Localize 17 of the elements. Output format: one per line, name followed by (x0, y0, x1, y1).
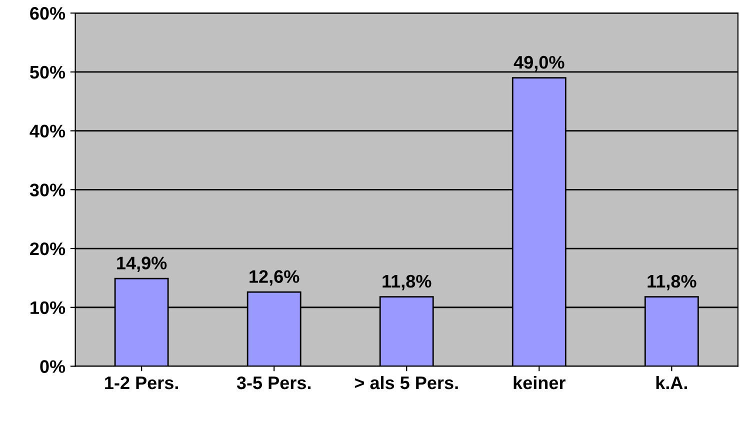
y-tick-label: 40% (30, 124, 66, 138)
data-label: 12,6% (250, 270, 300, 286)
x-tick-label: > als 5 Pers. (354, 376, 458, 390)
data-label: 49,0% (514, 56, 564, 72)
data-label: 14,9% (117, 256, 167, 272)
y-tick-label: 20% (30, 242, 66, 256)
y-tick-label: 60% (30, 7, 66, 20)
x-tick-label: 3-5 Pers. (236, 376, 310, 390)
y-tick-label: 50% (30, 66, 66, 79)
x-tick-label: keiner (514, 376, 566, 390)
y-tick-label: 0% (40, 360, 66, 373)
x-tick-label: k.A. (656, 376, 687, 390)
y-tick-label: 10% (30, 301, 66, 314)
y-tick-label: 30% (30, 184, 66, 196)
data-label: 11,8% (382, 274, 432, 290)
x-tick-label: 1-2 Pers. (105, 376, 178, 390)
data-label: 11,8% (648, 274, 696, 290)
